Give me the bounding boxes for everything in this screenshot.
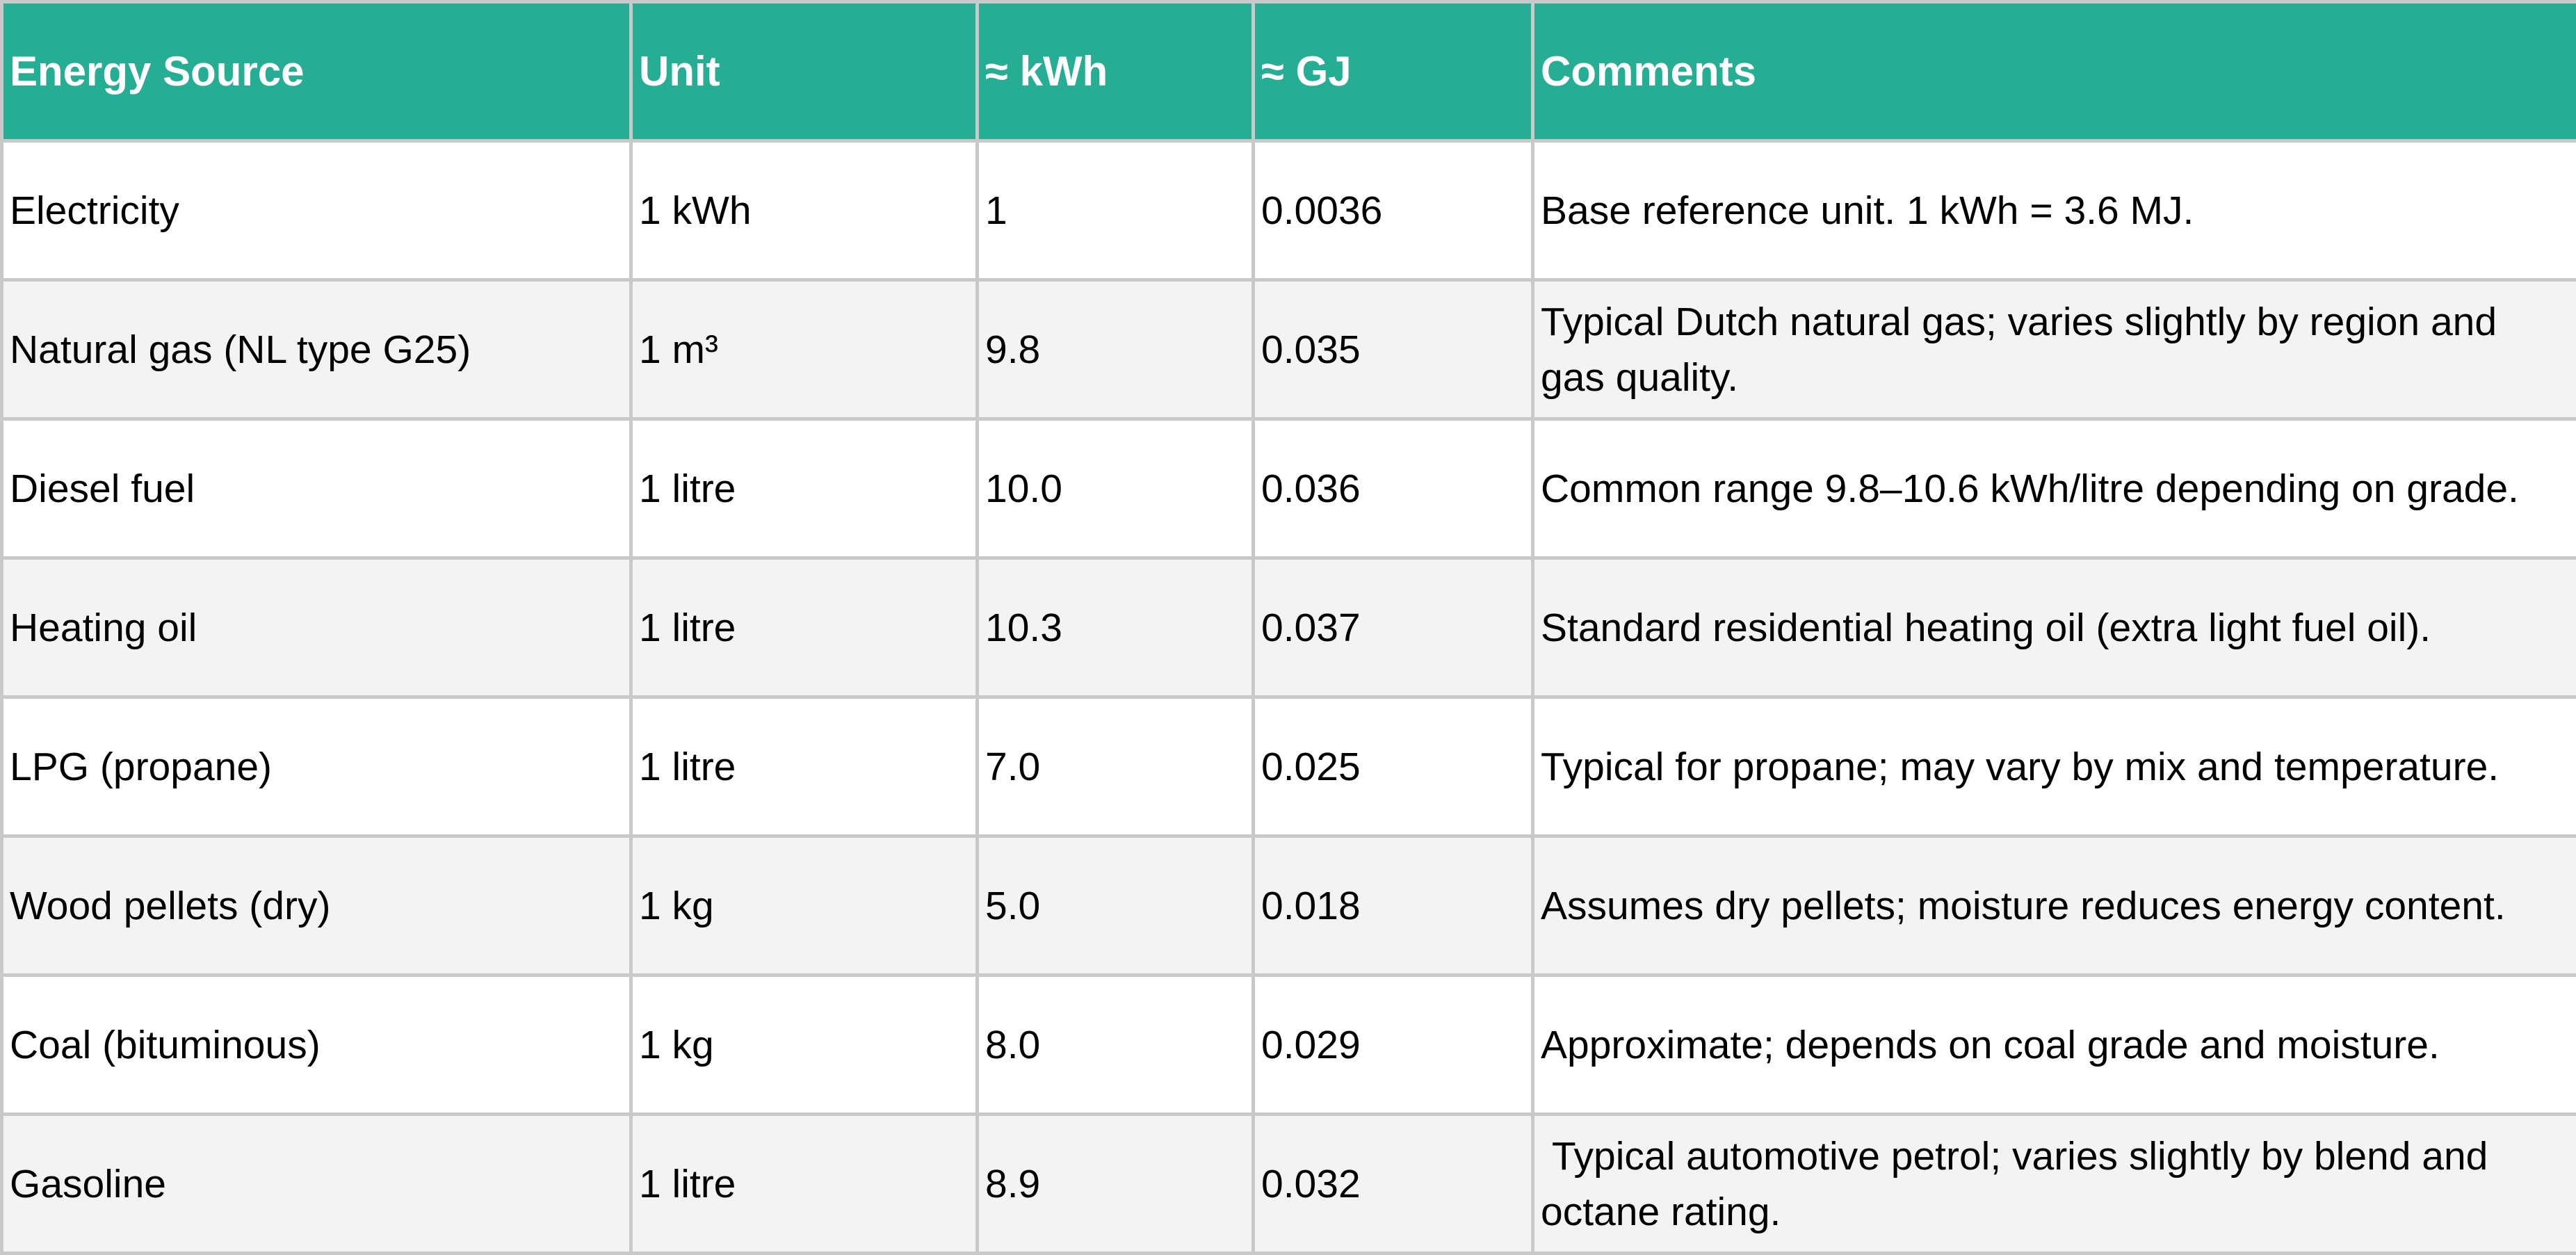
table-row: Gasoline 1 litre 8.9 0.032 Typical automoti… xyxy=(0,1112,2576,1255)
table-cell-gj: 0.032 xyxy=(1251,1112,1534,1255)
table-cell-kwh: 8.9 xyxy=(975,1112,1255,1255)
table-cell-gj: 0.036 xyxy=(1251,417,1534,560)
table-cell-energy-source: Electricity xyxy=(0,139,633,282)
column-header-unit: Unit xyxy=(629,0,979,143)
table-cell-energy-source: Natural gas (NL type G25) xyxy=(0,278,633,421)
table-cell-unit: 1 litre xyxy=(629,417,979,560)
table-row: Diesel fuel 1 litre 10.0 0.036 Common range … xyxy=(0,417,2576,560)
table-cell-kwh: 9.8 xyxy=(975,278,1255,421)
table-cell-gj: 0.0036 xyxy=(1251,139,1534,282)
table-row: Wood pellets (dry) 1 kg 5.0 0.018 Assumes dr… xyxy=(0,834,2576,977)
table-cell-gj: 0.029 xyxy=(1251,973,1534,1116)
table-cell-gj: 0.035 xyxy=(1251,278,1534,421)
column-header-gj: ≈ GJ xyxy=(1251,0,1534,143)
table-cell-unit: 1 kWh xyxy=(629,139,979,282)
table-cell-energy-source: LPG (propane) xyxy=(0,695,633,838)
table-cell-energy-source: Coal (bituminous) xyxy=(0,973,633,1116)
table-row: LPG (propane) 1 litre 7.0 0.025 Typical for … xyxy=(0,695,2576,838)
table-cell-unit: 1 litre xyxy=(629,556,979,699)
table-cell-kwh: 1 xyxy=(975,139,1255,282)
table-cell-kwh: 10.0 xyxy=(975,417,1255,560)
column-header-kwh: ≈ kWh xyxy=(975,0,1255,143)
table-cell-comments: Standard residential heating oil (extra … xyxy=(1531,556,2576,699)
table-cell-unit: 1 kg xyxy=(629,834,979,977)
table-cell-kwh: 7.0 xyxy=(975,695,1255,838)
table-cell-kwh: 5.0 xyxy=(975,834,1255,977)
header-row: Energy Source Unit ≈ kWh ≈ GJ Comments xyxy=(0,0,2576,143)
table-cell-energy-source: Wood pellets (dry) xyxy=(0,834,633,977)
table-cell-energy-source: Heating oil xyxy=(0,556,633,699)
table-cell-comments: Assumes dry pellets; moisture reduces en… xyxy=(1531,834,2576,977)
table-cell-unit: 1 kg xyxy=(629,973,979,1116)
table-row: Natural gas (NL type G25) 1 m³ 9.8 0.035 Typ… xyxy=(0,278,2576,421)
table-cell-comments: Typical automotive petrol; varies slight… xyxy=(1531,1112,2576,1255)
table-cell-energy-source: Gasoline xyxy=(0,1112,633,1255)
table-cell-comments: Common range 9.8–10.6 kWh/litre dependin… xyxy=(1531,417,2576,560)
table-header: Energy Source Unit ≈ kWh ≈ GJ Comments xyxy=(0,0,2576,143)
table-cell-unit: 1 litre xyxy=(629,695,979,838)
table-cell-kwh: 8.0 xyxy=(975,973,1255,1116)
table-row: Coal (bituminous) 1 kg 8.0 0.029 Approximate… xyxy=(0,973,2576,1116)
table-cell-gj: 0.018 xyxy=(1251,834,1534,977)
table-cell-unit: 1 litre xyxy=(629,1112,979,1255)
table-cell-comments: Typical for propane; may vary by mix and… xyxy=(1531,695,2576,838)
column-header-energy-source: Energy Source xyxy=(0,0,633,143)
table-cell-comments: Approximate; depends on coal grade and m… xyxy=(1531,973,2576,1116)
column-header-comments: Comments xyxy=(1531,0,2576,143)
table-cell-gj: 0.037 xyxy=(1251,556,1534,699)
table-cell-comments: Base reference unit. 1 kWh = 3.6 MJ. xyxy=(1531,139,2576,282)
table-cell-kwh: 10.3 xyxy=(975,556,1255,699)
table-row: Electricity 1 kWh 1 0.0036 Base reference un… xyxy=(0,139,2576,282)
table-cell-unit: 1 m³ xyxy=(629,278,979,421)
table-body: Electricity 1 kWh 1 0.0036 Base reference un… xyxy=(0,139,2576,1255)
table-cell-gj: 0.025 xyxy=(1251,695,1534,838)
table-cell-energy-source: Diesel fuel xyxy=(0,417,633,560)
table-cell-comments: Typical Dutch natural gas; varies slight… xyxy=(1531,278,2576,421)
table-row: Heating oil 1 litre 10.3 0.037 Standard resi… xyxy=(0,556,2576,699)
